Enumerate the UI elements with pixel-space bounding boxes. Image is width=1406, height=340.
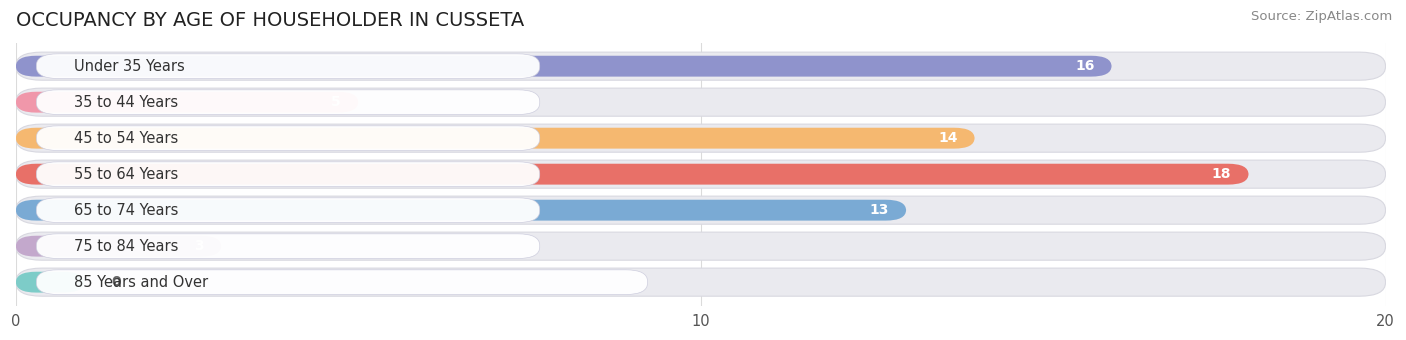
- Text: 85 Years and Over: 85 Years and Over: [75, 275, 208, 290]
- FancyBboxPatch shape: [15, 272, 84, 293]
- FancyBboxPatch shape: [15, 92, 359, 113]
- Text: Under 35 Years: Under 35 Years: [75, 59, 184, 74]
- FancyBboxPatch shape: [15, 236, 221, 257]
- FancyBboxPatch shape: [15, 160, 1385, 188]
- Text: 3: 3: [194, 239, 204, 253]
- Text: 5: 5: [332, 95, 342, 109]
- FancyBboxPatch shape: [37, 126, 540, 151]
- FancyBboxPatch shape: [15, 52, 1385, 80]
- Text: 0: 0: [111, 275, 121, 289]
- Text: 75 to 84 Years: 75 to 84 Years: [75, 239, 179, 254]
- FancyBboxPatch shape: [37, 162, 540, 187]
- Text: 18: 18: [1212, 167, 1232, 181]
- FancyBboxPatch shape: [15, 196, 1385, 224]
- FancyBboxPatch shape: [15, 164, 1249, 185]
- Text: 45 to 54 Years: 45 to 54 Years: [75, 131, 179, 146]
- Text: 16: 16: [1076, 59, 1094, 73]
- FancyBboxPatch shape: [37, 234, 540, 258]
- FancyBboxPatch shape: [15, 128, 974, 149]
- Text: Source: ZipAtlas.com: Source: ZipAtlas.com: [1251, 10, 1392, 23]
- Text: 35 to 44 Years: 35 to 44 Years: [75, 95, 179, 110]
- FancyBboxPatch shape: [37, 198, 540, 222]
- FancyBboxPatch shape: [15, 200, 905, 221]
- Text: 14: 14: [938, 131, 957, 145]
- FancyBboxPatch shape: [15, 88, 1385, 116]
- Text: OCCUPANCY BY AGE OF HOUSEHOLDER IN CUSSETA: OCCUPANCY BY AGE OF HOUSEHOLDER IN CUSSE…: [15, 11, 524, 30]
- Text: 13: 13: [870, 203, 889, 217]
- FancyBboxPatch shape: [37, 54, 540, 79]
- Text: 65 to 74 Years: 65 to 74 Years: [75, 203, 179, 218]
- FancyBboxPatch shape: [15, 56, 1112, 76]
- FancyBboxPatch shape: [37, 90, 540, 115]
- Text: 55 to 64 Years: 55 to 64 Years: [75, 167, 179, 182]
- FancyBboxPatch shape: [15, 232, 1385, 260]
- FancyBboxPatch shape: [15, 268, 1385, 296]
- FancyBboxPatch shape: [15, 124, 1385, 152]
- FancyBboxPatch shape: [37, 270, 648, 294]
